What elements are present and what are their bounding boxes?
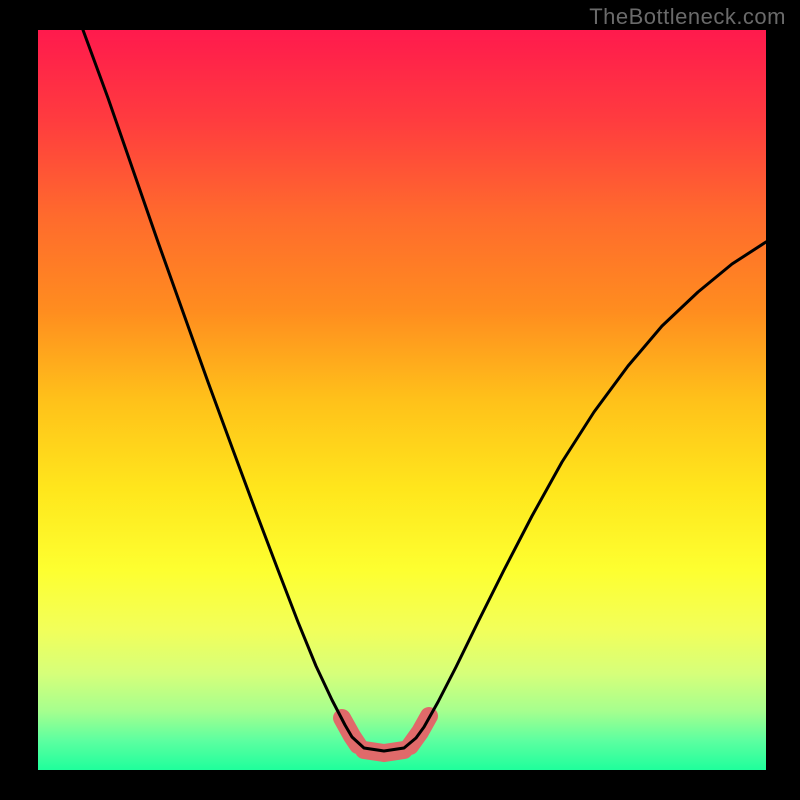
gradient-background xyxy=(38,30,766,770)
plot-area xyxy=(38,30,766,770)
plot-svg xyxy=(38,30,766,770)
watermark-text: TheBottleneck.com xyxy=(589,4,786,30)
chart-root: TheBottleneck.com xyxy=(0,0,800,800)
